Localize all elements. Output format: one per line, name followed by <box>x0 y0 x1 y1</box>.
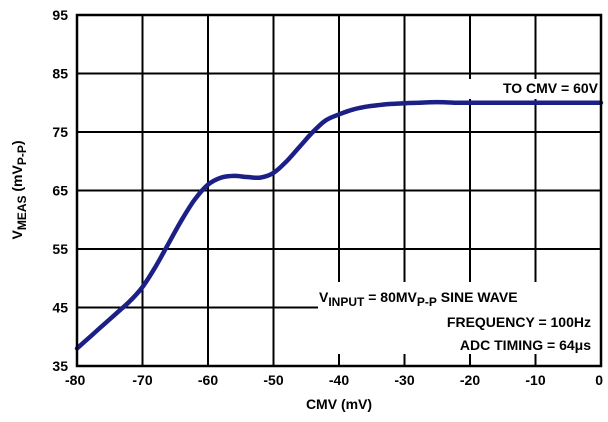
annotation-box <box>318 282 600 354</box>
y-tick-label: 55 <box>52 241 68 257</box>
y-tick-label: 85 <box>52 66 68 82</box>
annotation-adc-label: ADC TIMING = 64μs <box>460 337 591 353</box>
x-tick-label: -20 <box>460 372 480 388</box>
x-axis-title: CMV (mV) <box>306 396 372 412</box>
x-tick-label: -70 <box>132 372 152 388</box>
annotation-top-box <box>468 79 600 99</box>
y-tick-label: 75 <box>52 124 68 140</box>
y-tick-label: 95 <box>52 7 68 23</box>
x-tick-label: -30 <box>394 372 414 388</box>
tick-labels: -80 -70 -60 -50 -40 -30 -20 -10 0 35 45 55 65 75 85 95 <box>52 7 603 388</box>
annotation-top-label: TO CMV = 60V <box>503 80 599 96</box>
y-tick-label: 35 <box>52 358 68 374</box>
x-tick-label: -60 <box>198 372 218 388</box>
x-tick-label: -50 <box>263 372 283 388</box>
series-lines <box>74 99 604 351</box>
x-tick-label: -10 <box>525 372 545 388</box>
y-axis-title: VMEAS (mVP-P) <box>9 140 29 239</box>
annotation-frequency-label: FREQUENCY = 100Hz <box>447 314 591 330</box>
series-line <box>74 99 604 351</box>
y-tick-label: 65 <box>52 183 68 199</box>
plot-frame <box>75 13 603 368</box>
y-tick-label: 45 <box>52 300 68 316</box>
x-tick-label: 0 <box>595 372 603 388</box>
x-tick-label: -80 <box>65 372 85 388</box>
annotation-input-label: VINPUT = 80MVP-P SINE WAVE <box>319 289 518 309</box>
x-tick-label: -40 <box>329 372 349 388</box>
